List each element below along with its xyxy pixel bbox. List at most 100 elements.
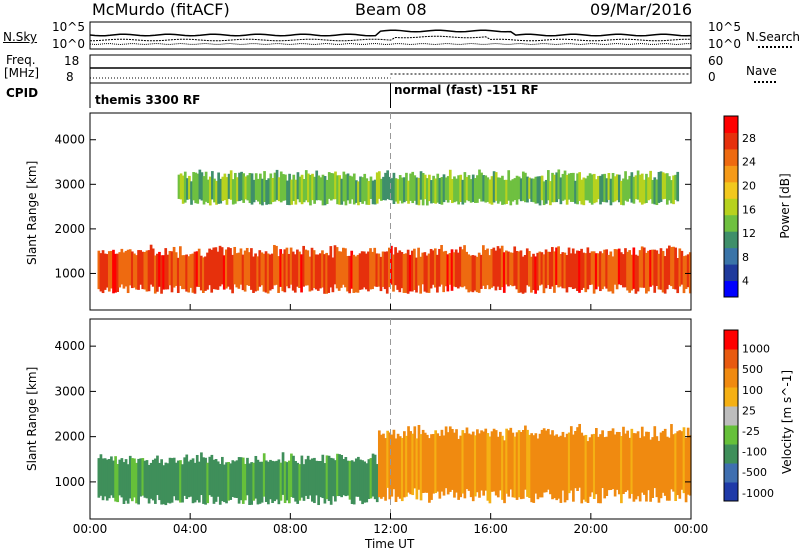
- power-cell: [250, 248, 253, 290]
- power-cell: [469, 255, 473, 292]
- power-cell: [310, 247, 314, 291]
- velocity-cell: [617, 432, 621, 495]
- power-colorbar-tick: 24: [742, 156, 756, 169]
- power-cell: [358, 253, 362, 290]
- velocity-cell: [168, 457, 172, 504]
- power-cell: [293, 254, 297, 293]
- noise-sky-trace: [89, 29, 692, 37]
- power-cell: [392, 172, 396, 204]
- power-cell: [626, 251, 629, 291]
- power-cell: [216, 251, 220, 290]
- power-cell: [200, 172, 204, 201]
- power-cell: [153, 255, 157, 294]
- power-cell: [507, 251, 510, 287]
- power-colorbar-tick: 8: [742, 251, 749, 264]
- velocity-cell: [179, 460, 182, 503]
- power-cell: [199, 255, 203, 291]
- power-cell: [181, 175, 185, 204]
- power-cell: [657, 253, 661, 290]
- power-cell: [107, 251, 111, 292]
- velocity-cell: [97, 458, 101, 498]
- power-cell: [160, 255, 163, 294]
- velocity-cell: [258, 461, 262, 504]
- power-cell: [229, 170, 233, 200]
- power-cell: [215, 180, 218, 205]
- velocity-cell: [348, 460, 352, 500]
- power-cell: [201, 257, 205, 294]
- power-cell: [340, 178, 344, 205]
- power-cell: [185, 178, 189, 200]
- velocity-cell: [647, 431, 650, 491]
- power-cell: [383, 251, 387, 290]
- power-cell: [166, 254, 170, 290]
- velocity-cell: [584, 434, 588, 502]
- power-cell: [601, 253, 604, 290]
- noise-sky-label: N.Sky: [3, 30, 38, 44]
- velocity-cell: [484, 428, 488, 491]
- power-cell: [465, 251, 468, 290]
- velocity-cell: [451, 428, 454, 490]
- power-cell: [609, 178, 613, 206]
- power-cell: [379, 256, 383, 292]
- power-cell: [582, 252, 586, 288]
- velocity-cell: [185, 454, 189, 499]
- power-cell: [511, 252, 514, 287]
- power-cell: [261, 178, 264, 206]
- power-cell: [179, 246, 182, 286]
- power-cell: [248, 172, 252, 204]
- velocity-cell: [214, 459, 218, 502]
- power-cell: [298, 176, 302, 203]
- power-cell: [229, 248, 232, 290]
- velocity-cell: [572, 434, 575, 502]
- velocity-cell: [359, 459, 362, 501]
- power-cell: [362, 251, 366, 288]
- velocity-cell: [661, 430, 665, 493]
- power-cell: [611, 256, 615, 294]
- power-cell: [190, 181, 193, 205]
- velocity-cell: [488, 436, 492, 504]
- power-cell: [563, 170, 567, 200]
- power-cell: [296, 172, 300, 200]
- power-cell: [668, 245, 671, 285]
- velocity-cell: [413, 426, 417, 489]
- velocity-cell: [638, 437, 642, 502]
- power-cell: [212, 247, 216, 290]
- noise-right-tick-top: 10^5: [708, 20, 741, 34]
- power-cell: [532, 178, 536, 203]
- power-cell: [486, 177, 490, 202]
- power-cell: [411, 171, 415, 204]
- power-cell: [281, 253, 285, 292]
- power-cell: [319, 177, 323, 201]
- cpid-label: CPID: [6, 86, 39, 100]
- power-cell: [222, 255, 226, 290]
- power-cell: [334, 171, 337, 200]
- power-cell: [628, 175, 632, 199]
- power-cell: [540, 175, 544, 201]
- velocity-cell: [135, 462, 138, 504]
- velocity-cell: [334, 460, 337, 502]
- velocity-cell: [473, 435, 477, 497]
- power-cell: [398, 250, 402, 293]
- power-cell: [97, 250, 101, 290]
- velocity-cell: [398, 436, 402, 499]
- power-cell: [444, 177, 448, 201]
- velocity-cell: [99, 454, 103, 496]
- power-cell: [446, 254, 450, 292]
- power-cell: [526, 176, 529, 203]
- power-cell: [252, 256, 255, 293]
- power-cell: [317, 175, 321, 201]
- power-cell: [271, 178, 275, 203]
- velocity-cell: [390, 434, 394, 497]
- power-cell: [605, 249, 609, 289]
- velocity-cell: [400, 437, 404, 502]
- power-cell: [565, 255, 569, 293]
- power-cell: [488, 255, 491, 290]
- power-cell: [162, 255, 165, 290]
- power-cell: [367, 181, 371, 205]
- power-cell: [555, 172, 559, 203]
- velocity-cell: [323, 463, 327, 504]
- power-cell: [281, 174, 285, 201]
- power-cell: [342, 247, 345, 285]
- power-cell: [388, 176, 392, 200]
- velocity-cell: [580, 432, 584, 504]
